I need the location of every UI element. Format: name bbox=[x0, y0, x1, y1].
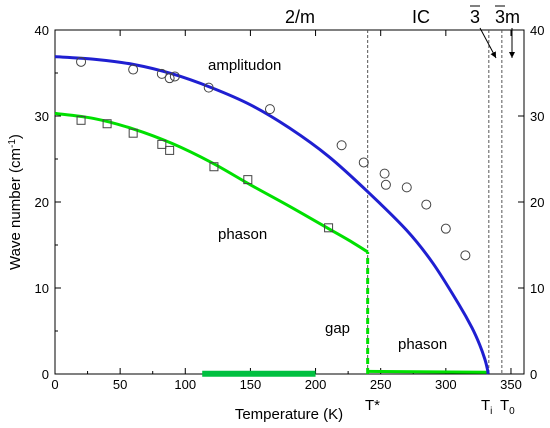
right-tick-label: 0 bbox=[530, 367, 537, 382]
phase-ic-label: IC bbox=[412, 7, 430, 27]
t-0-sub: 0 bbox=[509, 406, 515, 417]
right-tick-label: 10 bbox=[530, 281, 544, 296]
y-axis-title-sup: -1 bbox=[7, 139, 18, 148]
right-tick-label: 40 bbox=[530, 23, 544, 38]
x-tick-label: 50 bbox=[113, 377, 127, 392]
x-axis-ticks: 0 50 100 150 200 250 300 350 bbox=[51, 30, 522, 392]
phason-data-point bbox=[157, 139, 167, 149]
amplitudon-data-point bbox=[379, 168, 390, 179]
t-i-sub: i bbox=[490, 406, 492, 417]
phason-lower-label: phason bbox=[398, 336, 447, 353]
amplitudon-data-point bbox=[358, 157, 369, 168]
low-phason-line bbox=[367, 369, 488, 374]
t-0-main: T bbox=[500, 397, 509, 414]
phase-boundary-lines bbox=[367, 30, 503, 374]
amplitudon-data-point bbox=[440, 223, 451, 234]
phason-data-point bbox=[243, 175, 253, 185]
phason-data-point bbox=[76, 115, 86, 125]
phason-data-point bbox=[209, 162, 219, 172]
phase-2m-label: 2/m bbox=[285, 7, 315, 27]
right-tick-label: 30 bbox=[530, 109, 544, 124]
x-tick-label: 250 bbox=[370, 377, 392, 392]
amplitudon-data-point bbox=[264, 104, 275, 115]
amplitudon-data-point bbox=[156, 68, 167, 79]
t-star-label: T* bbox=[365, 397, 380, 414]
phason-data-point bbox=[324, 223, 334, 233]
amplitudon-data-point bbox=[336, 140, 347, 151]
plot-frame bbox=[54, 29, 525, 375]
amplitudon-data-point bbox=[380, 179, 391, 190]
x-tick-label: 300 bbox=[435, 377, 457, 392]
amplitudon-data-point bbox=[169, 71, 180, 82]
y-tick-label: 40 bbox=[35, 23, 49, 38]
phase-3barm-label: 3m bbox=[495, 7, 520, 27]
t-i-label: Ti bbox=[481, 397, 492, 417]
x-tick-label: 0 bbox=[51, 377, 58, 392]
t-0-label: T0 bbox=[500, 397, 515, 417]
x-axis-title: Temperature (K) bbox=[235, 406, 343, 423]
amplitudon-fit-line bbox=[54, 55, 490, 375]
x-tick-label: 350 bbox=[500, 377, 522, 392]
y-axis-title-tail: ) bbox=[7, 134, 24, 139]
y-axis-ticks: 0 10 20 30 40 bbox=[35, 23, 61, 382]
y-tick-label: 30 bbox=[35, 109, 49, 124]
amplitudon-data-point bbox=[164, 73, 175, 84]
arrow-3bar bbox=[479, 27, 497, 59]
x-tick-label: 200 bbox=[305, 377, 327, 392]
phason-upper-label: phason bbox=[218, 226, 267, 243]
phason-fit-line bbox=[54, 111, 369, 254]
amplitudon-data-point bbox=[76, 56, 87, 67]
amplitudon-data-point bbox=[460, 250, 471, 261]
amplitudon-data-point bbox=[128, 64, 139, 75]
right-axis-ticks: 0 10 20 30 40 bbox=[518, 23, 544, 382]
y-axis-title-main: Wave number (cm bbox=[7, 148, 24, 270]
y-tick-label: 10 bbox=[35, 281, 49, 296]
t-i-main: T bbox=[481, 397, 490, 414]
y-tick-label: 20 bbox=[35, 195, 49, 210]
y-axis-title: Wave number (cm-1) bbox=[7, 134, 24, 270]
right-tick-label: 20 bbox=[530, 195, 544, 210]
phason-data-point bbox=[102, 119, 112, 129]
amplitudon-data-point bbox=[203, 82, 214, 93]
amplitudon-label: amplitudon bbox=[208, 57, 281, 74]
series-layer bbox=[54, 55, 490, 377]
phason-data-point bbox=[165, 145, 175, 155]
amplitudon-data-point bbox=[421, 199, 432, 210]
gap-label: gap bbox=[325, 320, 350, 337]
x-tick-label: 150 bbox=[240, 377, 262, 392]
y-tick-label: 0 bbox=[42, 367, 49, 382]
phase-3bar-label: 3 bbox=[470, 7, 480, 27]
amplitudon-data-point bbox=[401, 182, 412, 193]
phason-data-point bbox=[128, 128, 138, 138]
x-tick-label: 100 bbox=[174, 377, 196, 392]
